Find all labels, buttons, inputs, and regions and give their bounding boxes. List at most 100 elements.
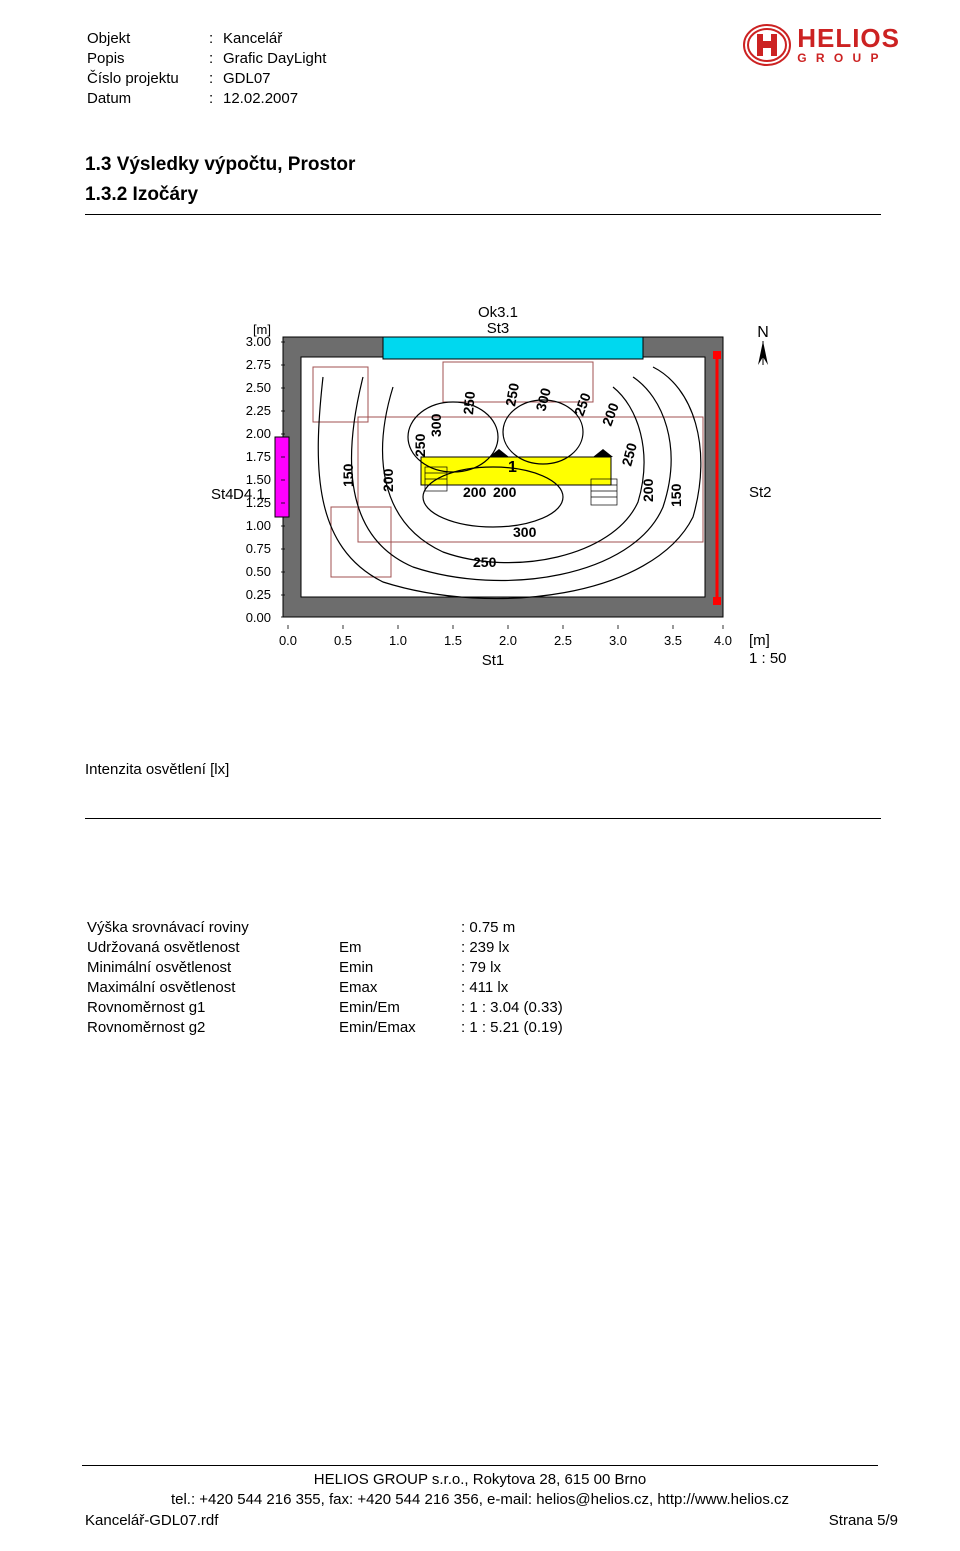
x-unit: [m]: [749, 632, 770, 649]
param-sym: Em: [339, 939, 459, 957]
svg-text:2.25: 2.25: [245, 403, 270, 418]
svg-text:250: 250: [460, 390, 478, 415]
param-row: Rovnoměrnost g1Emin/Em: 1 : 3.04 (0.33): [87, 999, 563, 1017]
section-title: 1.3 Výsledky výpočtu, Prostor: [85, 154, 900, 176]
svg-text:200: 200: [463, 484, 487, 500]
svg-text:1.5: 1.5: [443, 633, 461, 648]
svg-text:1.0: 1.0: [388, 633, 406, 648]
header: Objekt:Kancelář Popis:Grafic DayLight Čí…: [85, 28, 900, 110]
meta-row: Popis:Grafic DayLight: [87, 50, 332, 68]
svg-text:2.00: 2.00: [245, 426, 270, 441]
param-row: Udržovaná osvětlenostEm: 239 lx: [87, 939, 563, 957]
scale-label: 1 : 50: [749, 650, 787, 667]
svg-text:0.5: 0.5: [333, 633, 351, 648]
logo-icon: [743, 24, 791, 66]
meta-label: Číslo projektu: [87, 70, 207, 88]
chart-svg: 150 200 250 300 250 250 300 250 200 250 …: [193, 287, 793, 707]
svg-text:2.5: 2.5: [553, 633, 571, 648]
meta-row: Objekt:Kancelář: [87, 30, 332, 48]
label-st2: St2: [749, 484, 772, 501]
section-subtitle: 1.3.2 Izočáry: [85, 184, 900, 206]
divider: [82, 1465, 878, 1466]
param-sym: Emin/Em: [339, 999, 459, 1017]
svg-text:2.50: 2.50: [245, 380, 270, 395]
isoline-chart: 150 200 250 300 250 250 300 250 200 250 …: [193, 287, 793, 707]
svg-text:4.0: 4.0: [713, 633, 731, 648]
meta-label: Popis: [87, 50, 207, 68]
footer-line2: tel.: +420 544 216 355, fax: +420 544 21…: [0, 1490, 960, 1510]
meta-value: Kancelář: [223, 30, 332, 48]
label-st1: St1: [481, 652, 504, 669]
param-val: : 0.75 m: [461, 919, 563, 937]
param-label: Výška srovnávací roviny: [87, 919, 337, 937]
param-label: Udržovaná osvětlenost: [87, 939, 337, 957]
param-label: Maximální osvětlenost: [87, 979, 337, 997]
param-val: : 1 : 5.21 (0.19): [461, 1019, 563, 1037]
divider: [85, 214, 881, 215]
meta-label: Objekt: [87, 30, 207, 48]
svg-text:250: 250: [412, 433, 428, 457]
meta-value: 12.02.2007: [223, 90, 332, 108]
param-row: Maximální osvětlenostEmax: 411 lx: [87, 979, 563, 997]
intensity-label: Intenzita osvětlení [lx]: [85, 761, 900, 778]
svg-text:150: 150: [668, 483, 684, 507]
footer: HELIOS GROUP s.r.o., Rokytova 28, 615 00…: [0, 1465, 960, 1530]
compass-icon: N: [757, 324, 769, 365]
svg-text:0.25: 0.25: [245, 587, 270, 602]
svg-text:1.50: 1.50: [245, 472, 270, 487]
param-val: : 1 : 3.04 (0.33): [461, 999, 563, 1017]
meta-row: Číslo projektu:GDL07: [87, 70, 332, 88]
param-row: Rovnoměrnost g2Emin/Emax: 1 : 5.21 (0.19…: [87, 1019, 563, 1037]
svg-text:1.75: 1.75: [245, 449, 270, 464]
svg-text:300: 300: [513, 524, 537, 540]
meta-table: Objekt:Kancelář Popis:Grafic DayLight Čí…: [85, 28, 334, 110]
footer-left: Kancelář-GDL07.rdf: [85, 1512, 218, 1529]
logo: HELIOS G R O U P: [743, 24, 900, 66]
logo-name: HELIOS: [797, 25, 900, 51]
param-sym: Emin/Emax: [339, 1019, 459, 1037]
param-label: Rovnoměrnost g2: [87, 1019, 337, 1037]
svg-text:3.0: 3.0: [608, 633, 626, 648]
param-sym: Emax: [339, 979, 459, 997]
param-row: Minimální osvětlenostEmin: 79 lx: [87, 959, 563, 977]
label-d4: D4.1: [233, 486, 265, 503]
logo-sub: G R O U P: [797, 51, 900, 65]
meta-value: GDL07: [223, 70, 332, 88]
footer-line1: HELIOS GROUP s.r.o., Rokytova 28, 615 00…: [0, 1470, 960, 1490]
footer-right: Strana 5/9: [829, 1512, 898, 1529]
param-sym: Emin: [339, 959, 459, 977]
svg-text:150: 150: [340, 463, 356, 487]
param-row: Výška srovnávací roviny : 0.75 m: [87, 919, 563, 937]
svg-text:3.00: 3.00: [245, 334, 270, 349]
param-label: Rovnoměrnost g1: [87, 999, 337, 1017]
params-table: Výška srovnávací roviny : 0.75 m Udržovan…: [85, 917, 565, 1039]
param-val: : 411 lx: [461, 979, 563, 997]
svg-text:200: 200: [493, 484, 517, 500]
label-st4: St4: [211, 486, 234, 503]
svg-text:200: 200: [640, 478, 656, 502]
svg-text:0.50: 0.50: [245, 564, 270, 579]
param-val: : 79 lx: [461, 959, 563, 977]
divider: [85, 818, 881, 819]
param-sym: [339, 919, 459, 937]
svg-text:3.5: 3.5: [663, 633, 681, 648]
meta-row: Datum:12.02.2007: [87, 90, 332, 108]
svg-text:N: N: [757, 324, 769, 341]
svg-text:0.0: 0.0: [278, 633, 296, 648]
svg-text:0.00: 0.00: [245, 610, 270, 625]
svg-text:1.00: 1.00: [245, 518, 270, 533]
svg-text:2.75: 2.75: [245, 357, 270, 372]
meta-value: Grafic DayLight: [223, 50, 332, 68]
svg-text:2.0: 2.0: [498, 633, 516, 648]
svg-text:250: 250: [473, 554, 497, 570]
svg-text:300: 300: [428, 413, 444, 437]
param-val: : 239 lx: [461, 939, 563, 957]
logo-text: HELIOS G R O U P: [797, 25, 900, 65]
svg-text:200: 200: [380, 468, 396, 492]
meta-label: Datum: [87, 90, 207, 108]
svg-text:0.75: 0.75: [245, 541, 270, 556]
param-label: Minimální osvětlenost: [87, 959, 337, 977]
chart-title-top: Ok3.1: [477, 304, 517, 321]
svg-text:1: 1: [508, 459, 517, 476]
chart-title-top2: St3: [486, 320, 509, 337]
